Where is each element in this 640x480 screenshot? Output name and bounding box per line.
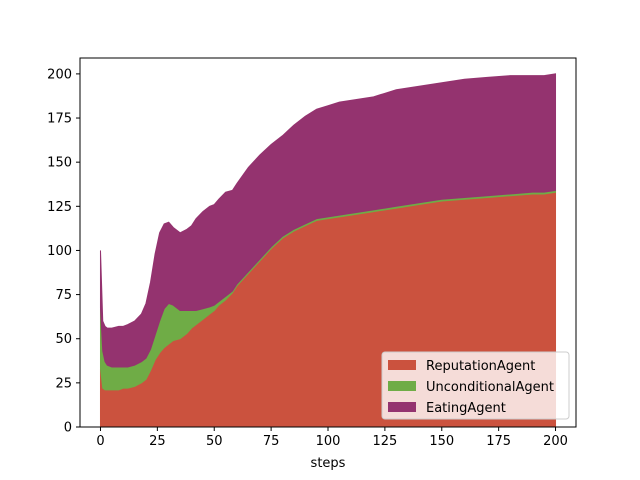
legend: ReputationAgent UnconditionalAgent EatingA… <box>381 351 570 420</box>
y-tick-label: 100 <box>47 244 72 259</box>
y-tick-label: 175 <box>47 112 72 127</box>
y-tick-label: 50 <box>55 332 72 347</box>
x-tick-label: 200 <box>543 434 568 449</box>
x-tick-label: 0 <box>96 434 104 449</box>
x-tick-label: 175 <box>486 434 511 449</box>
legend-swatch-ReputationAgent <box>388 360 416 370</box>
legend-label: ReputationAgent <box>426 359 535 374</box>
y-tick-label: 25 <box>55 376 72 391</box>
y-axis: 0 25 50 75 100 125 150 175 200 <box>47 67 80 436</box>
legend-label: EatingAgent <box>426 401 506 416</box>
x-tick-label: 50 <box>206 434 223 449</box>
y-tick-label: 125 <box>47 200 72 215</box>
legend-swatch-UnconditionalAgent <box>388 381 416 391</box>
legend-box <box>381 351 570 420</box>
legend-label: UnconditionalAgent <box>426 380 554 395</box>
area-series-EatingAgent <box>99 73 557 368</box>
x-tick-label: 125 <box>372 434 397 449</box>
x-axis: 0 25 50 75 100 125 150 175 200 <box>96 427 568 449</box>
y-tick-label: 0 <box>64 421 72 436</box>
x-tick-label: 100 <box>316 434 341 449</box>
x-tick-label: 150 <box>429 434 454 449</box>
x-axis-title: steps <box>311 456 346 471</box>
x-tick-label: 75 <box>263 434 280 449</box>
y-tick-label: 200 <box>47 67 72 82</box>
y-tick-label: 150 <box>47 156 72 171</box>
legend-swatch-EatingAgent <box>388 402 416 412</box>
x-tick-label: 25 <box>149 434 166 449</box>
y-tick-label: 75 <box>55 288 72 303</box>
